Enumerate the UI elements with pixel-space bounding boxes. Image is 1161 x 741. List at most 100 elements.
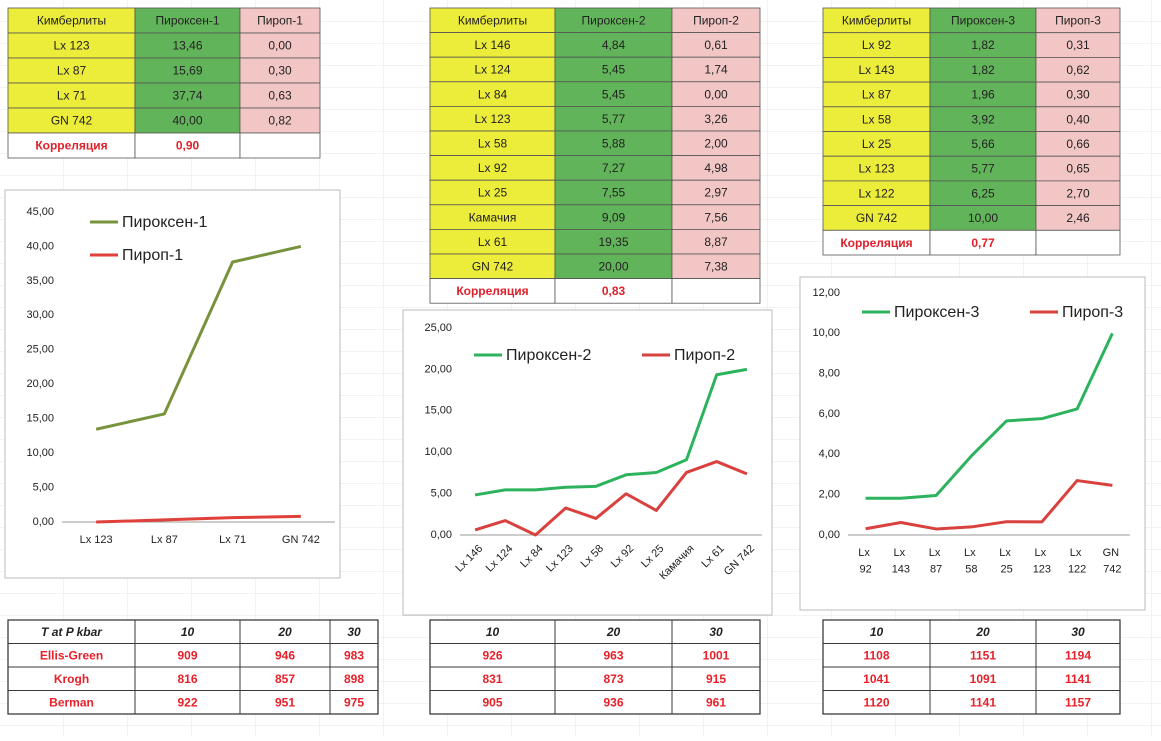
cell-text: Krogh (54, 672, 89, 686)
table-cell (554, 228, 673, 255)
table-cell (671, 179, 761, 206)
y-tick-label: 10,00 (812, 327, 840, 339)
series-line (865, 479, 1113, 531)
table-cell (1035, 180, 1121, 206)
cell-text: Ellis-Green (40, 648, 103, 662)
table-cell (429, 106, 556, 132)
cell-text: Пироп-3 (1055, 14, 1101, 28)
cell-text: Lx 87 (862, 88, 892, 102)
table-cell (671, 106, 761, 132)
cell-text: 2,46 (1066, 211, 1090, 225)
table-cell (554, 7, 673, 34)
cell-text: Lx 25 (862, 137, 892, 151)
table-cell (671, 690, 761, 715)
legend-label: Пироксен-2 (506, 347, 591, 364)
table-cell (1035, 205, 1121, 231)
cell-text: 2,00 (704, 136, 728, 150)
table-cell (134, 132, 241, 159)
table-cell (1035, 131, 1121, 157)
header-text: 10 (486, 625, 500, 639)
table-cell (671, 32, 761, 58)
y-tick-label: 0,00 (819, 529, 840, 541)
table-cell (554, 106, 673, 132)
cell-text: 946 (275, 648, 295, 662)
cell-text: Lx 84 (478, 87, 508, 101)
cell-text: 15,69 (172, 64, 202, 78)
table-cell (929, 155, 1037, 182)
table-cell (329, 690, 379, 715)
cell-text: 1194 (1065, 648, 1091, 662)
cell-text: 0,63 (268, 89, 292, 103)
x-tick-label: Lx 87 (929, 547, 944, 576)
cell-text: Berman (49, 695, 94, 709)
y-tick-label: 8,00 (819, 368, 840, 380)
cell-text: 1091 (970, 672, 997, 686)
cell-text: 915 (706, 672, 726, 686)
header-text: 20 (606, 625, 621, 639)
chart-area (799, 276, 1146, 611)
y-tick-label: 0,00 (33, 516, 54, 528)
table-cell (134, 107, 241, 134)
cell-text: 5,77 (971, 162, 995, 176)
table-cell (929, 7, 1037, 34)
cell-text: 0,31 (1066, 38, 1090, 52)
y-tick-label: 40,00 (26, 240, 54, 252)
y-tick-label: 5,00 (33, 481, 54, 493)
cell-text: Lx 124 (474, 63, 510, 77)
cell-text: 926 (482, 648, 502, 662)
cell-text: Lx 58 (478, 136, 508, 150)
correlation-text: 0,77 (971, 236, 995, 250)
y-tick-label: 10,00 (424, 446, 452, 458)
cell-text: Lx 92 (862, 38, 892, 52)
cell-text: Пироксен-2 (581, 13, 645, 27)
cell-text: Пироп-2 (693, 13, 739, 27)
cell-text: Lx 87 (57, 64, 87, 78)
cell-text: 1,82 (971, 63, 995, 77)
cell-text: 1108 (863, 648, 889, 662)
cell-text: 831 (482, 672, 502, 686)
cell-text: 963 (603, 648, 623, 662)
legend-label: Пироксен-3 (894, 304, 979, 321)
cell-text: Lx 58 (862, 112, 892, 126)
correlation-text: 0,83 (602, 284, 626, 298)
cell-text: 1,74 (704, 63, 728, 77)
cell-text: 5,45 (602, 63, 626, 77)
cell-text: 909 (177, 648, 197, 662)
cell-text: 0,00 (704, 87, 728, 101)
correlation-text: Корреляция (35, 139, 107, 153)
legend-label: Пироксен-1 (122, 214, 207, 231)
cell-text: 922 (177, 695, 197, 709)
table-cell (554, 278, 673, 304)
x-tick-label: Lx 92 (858, 547, 873, 576)
x-tick-label: Lx 143 (892, 547, 910, 576)
x-tick-label: Lx 25 (999, 547, 1014, 576)
cell-text: 9,09 (602, 210, 626, 224)
cell-text: 40,00 (172, 114, 202, 128)
table-cell (1035, 81, 1121, 108)
cell-text: 20,00 (598, 259, 628, 273)
header-text: 30 (709, 625, 723, 639)
correlation-text: 0,90 (176, 139, 200, 153)
cell-text: Lx 92 (478, 161, 508, 175)
cell-text: GN 742 (472, 259, 514, 273)
cell-text: Пироксен-3 (951, 14, 1015, 28)
legend-label: Пироп-1 (122, 247, 183, 264)
cell-text: Lx 122 (858, 186, 894, 200)
cell-text: 8,87 (704, 235, 728, 249)
y-tick-label: 15,00 (26, 413, 54, 425)
cell-text: 7,38 (704, 259, 728, 273)
table-cell (1035, 32, 1121, 58)
cell-text: Камачия (469, 210, 517, 224)
table-cell (671, 7, 761, 34)
cell-text: 0,62 (1066, 63, 1090, 77)
cell-text: 4,84 (602, 38, 626, 52)
header-text: T at P kbar (41, 625, 103, 639)
table-cell (7, 7, 136, 34)
table-cell (822, 81, 931, 108)
cell-text: 1151 (970, 648, 996, 662)
y-tick-label: 25,00 (424, 322, 452, 334)
cell-text: 1141 (1065, 672, 1091, 686)
cell-text: 2,70 (1066, 186, 1090, 200)
table-cell (1035, 7, 1121, 34)
